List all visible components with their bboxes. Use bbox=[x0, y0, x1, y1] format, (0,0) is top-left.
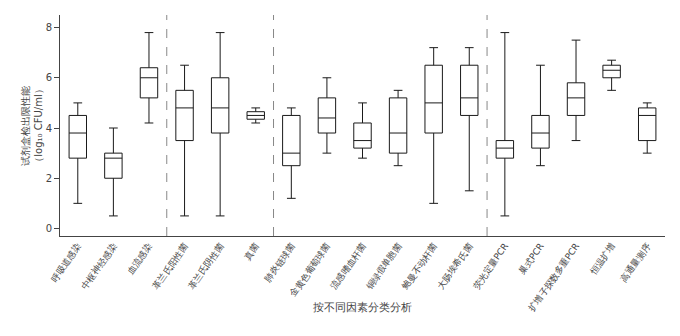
svg-text:呼吸道感染: 呼吸道感染 bbox=[49, 241, 83, 284]
svg-text:真菌: 真菌 bbox=[243, 241, 262, 261]
svg-text:血流感染: 血流感染 bbox=[125, 241, 154, 276]
svg-text:2: 2 bbox=[46, 173, 52, 184]
svg-text:革兰氏阴性菌: 革兰氏阴性菌 bbox=[186, 241, 225, 291]
svg-text:高通量测序: 高通量测序 bbox=[619, 241, 653, 284]
svg-text:按不同因素分类分析: 按不同因素分类分析 bbox=[313, 301, 412, 314]
svg-text:革兰氏阳性菌: 革兰氏阳性菌 bbox=[151, 241, 190, 291]
svg-text:荧光定量PCR: 荧光定量PCR bbox=[471, 241, 510, 291]
svg-text:肺炎链球菌: 肺炎链球菌 bbox=[263, 241, 297, 284]
svg-text:鲍曼不动杆菌: 鲍曼不动杆菌 bbox=[400, 241, 439, 291]
svg-text:6: 6 bbox=[46, 72, 52, 83]
svg-text:8: 8 bbox=[46, 22, 52, 33]
svg-text:流感嗜血杆菌: 流感嗜血杆菌 bbox=[329, 241, 368, 291]
svg-text:扩增子探数多重PCR: 扩增子探数多重PCR bbox=[527, 241, 582, 313]
svg-text:中枢神经感染: 中枢神经感染 bbox=[80, 241, 119, 291]
svg-text:大肠埃希氏菌: 大肠埃希氏菌 bbox=[435, 241, 474, 291]
svg-text:试剂盒检出限性能（log₁₀ CFU/ml）: 试剂盒检出限性能（log₁₀ CFU/ml） bbox=[20, 84, 44, 166]
svg-text:铜绿假单胞菌: 铜绿假单胞菌 bbox=[364, 241, 404, 292]
svg-text:金黄色葡萄球菌: 金黄色葡萄球菌 bbox=[288, 241, 332, 298]
svg-text:0: 0 bbox=[46, 223, 52, 234]
svg-text:4: 4 bbox=[46, 123, 52, 134]
svg-text:恒温扩增: 恒温扩增 bbox=[588, 241, 617, 277]
svg-text:巢式PCR: 巢式PCR bbox=[517, 241, 546, 276]
